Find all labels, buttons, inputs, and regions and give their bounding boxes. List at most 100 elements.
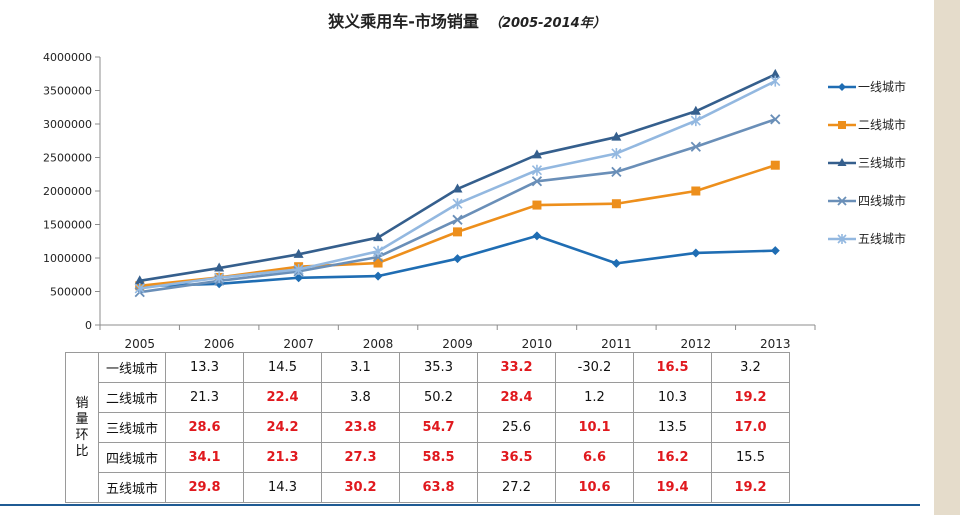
- table-cell: 58.5: [399, 442, 478, 473]
- data-point: [532, 231, 542, 241]
- legend-swatch: [828, 121, 856, 129]
- data-point: [373, 271, 383, 281]
- y-tick-label: 2500000: [43, 152, 92, 165]
- legend-swatch: [828, 83, 856, 91]
- table-cell: 17.0: [711, 412, 790, 443]
- data-point: [770, 75, 781, 87]
- table-cell: 14.3: [243, 472, 322, 503]
- series-3: [134, 68, 781, 285]
- table-cell: 21.3: [243, 442, 322, 473]
- x-tick-label: 2011: [601, 337, 632, 351]
- table-cell: 30.2: [321, 472, 400, 503]
- data-point: [134, 282, 145, 294]
- legend-label: 五线城市: [858, 232, 907, 246]
- table-row-label: 五线城市: [98, 472, 166, 503]
- data-point: [611, 147, 622, 159]
- series-line: [139, 163, 776, 288]
- data-point: [452, 214, 463, 225]
- x-tick-label: 2010: [522, 337, 553, 351]
- x-tick-label: 2012: [681, 337, 712, 351]
- table-cell: 22.4: [243, 382, 322, 413]
- table-cell: -30.2: [555, 352, 634, 383]
- table-cell: 16.5: [633, 352, 712, 383]
- table-cell: 36.5: [477, 442, 556, 473]
- table-row-label: 二线城市: [98, 382, 166, 413]
- table-cell: 21.3: [165, 382, 244, 413]
- data-point: [690, 141, 701, 152]
- data-point: [214, 262, 225, 272]
- data-point: [837, 234, 847, 244]
- series-5: [134, 75, 781, 294]
- legend-swatch: [828, 158, 856, 166]
- data-point: [837, 158, 847, 166]
- table-cell: 1.2: [555, 382, 634, 413]
- data-point: [293, 248, 304, 258]
- y-tick-label: 2000000: [43, 185, 92, 198]
- data-point: [453, 227, 462, 237]
- table-cell: 25.6: [477, 412, 556, 443]
- table-cell: 19.2: [711, 472, 790, 503]
- growth-table: 销量环比一线城市 13.3 14.5 3.1 35.3 33.2 -30.2 16.5 3.2 二…: [65, 352, 790, 503]
- legend-label: 三线城市: [858, 156, 907, 170]
- table-row-label: 四线城市: [98, 442, 166, 473]
- table-cell: 10.3: [633, 382, 712, 413]
- series-line: [139, 73, 776, 283]
- table-row: 五线城市 29.8 14.3 30.2 63.8 27.2 10.6 19.4 19.2: [66, 472, 790, 503]
- data-point: [611, 199, 621, 209]
- table-cell: 24.2: [243, 412, 322, 443]
- table-cell: 13.3: [165, 352, 244, 383]
- table-row: 二线城市 21.3 22.4 3.8 50.2 28.4 1.2 10.3 19.2: [66, 382, 790, 413]
- table-cell: 19.4: [633, 472, 712, 503]
- data-point: [452, 183, 463, 193]
- data-point: [770, 68, 781, 78]
- legend-swatch: [828, 234, 856, 244]
- y-tick-label: 4000000: [43, 51, 92, 64]
- x-tick-label: 2005: [124, 337, 155, 351]
- table-cell: 6.6: [555, 442, 634, 473]
- data-point: [373, 232, 384, 242]
- table-group-label: 销量环比: [65, 352, 99, 503]
- table-row: 四线城市 34.1 21.3 27.3 58.5 36.5 6.6 16.2 15.5: [66, 442, 790, 473]
- data-point: [611, 166, 622, 178]
- chart-title: 狭义乘用车-市场销量 （2005-2014年）: [0, 8, 934, 32]
- table-cell: 34.1: [165, 442, 244, 473]
- table-cell: 28.6: [165, 412, 244, 443]
- table-cell: 16.2: [633, 442, 712, 473]
- legend-label: 二线城市: [858, 118, 907, 132]
- table-cell: 3.2: [711, 352, 790, 383]
- table-cell: 50.2: [399, 382, 478, 413]
- y-tick-label: 500000: [50, 286, 92, 299]
- chart-title-main: 狭义乘用车-市场销量: [328, 12, 479, 31]
- data-point: [611, 131, 622, 141]
- y-tick-label: 1500000: [43, 219, 92, 232]
- data-point: [770, 246, 780, 256]
- y-tick-label: 3500000: [43, 85, 92, 98]
- data-point: [690, 115, 701, 127]
- table-row: 销量环比一线城市 13.3 14.5 3.1 35.3 33.2 -30.2 16.5 3.2: [65, 352, 790, 503]
- data-point: [837, 196, 847, 206]
- data-point: [690, 105, 701, 115]
- table-cell: 10.1: [555, 412, 634, 443]
- data-point: [691, 248, 701, 258]
- data-point: [294, 273, 304, 283]
- table-cell: 35.3: [399, 352, 478, 383]
- table-row-label: 三线城市: [98, 412, 166, 443]
- table-cell: 23.8: [321, 412, 400, 443]
- data-point: [770, 114, 781, 125]
- x-tick-label: 2007: [283, 337, 314, 351]
- side-decoration-strip: [934, 0, 960, 515]
- data-point: [532, 200, 542, 210]
- y-tick-label: 1000000: [43, 252, 92, 265]
- series-1: [135, 231, 780, 291]
- table-cell: 19.2: [711, 382, 790, 413]
- table-cell: 54.7: [399, 412, 478, 443]
- data-point: [611, 258, 621, 268]
- data-point: [691, 186, 701, 196]
- table-cell: 10.6: [555, 472, 634, 503]
- data-point: [838, 83, 846, 91]
- data-point: [373, 258, 383, 268]
- table-cell: 27.3: [321, 442, 400, 473]
- table-row-label: 一线城市: [98, 352, 166, 383]
- data-point: [452, 198, 463, 210]
